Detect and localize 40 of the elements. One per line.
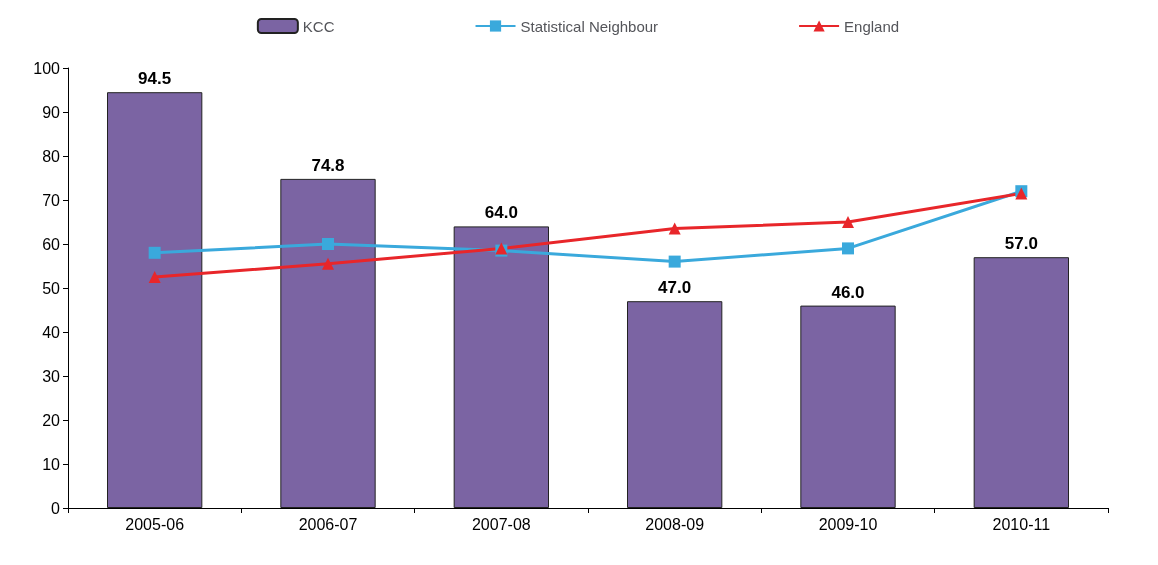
y-tick-label: 30: [42, 367, 61, 385]
y-tick-label: 80: [42, 147, 61, 165]
data-label: 94.5: [138, 69, 172, 89]
x-tick-label: 2007-08: [471, 515, 531, 533]
x-tick-label: 2008-09: [645, 515, 705, 533]
bar: [800, 305, 896, 508]
y-tick-label: 60: [42, 235, 61, 253]
point: [842, 242, 854, 255]
data-label: 64.0: [484, 203, 518, 223]
y-tick-label: 0: [51, 499, 61, 517]
data-label: 57.0: [1004, 234, 1038, 254]
point: [322, 257, 334, 270]
y-tick-label: 20: [42, 411, 61, 429]
y-tick-label: 40: [42, 323, 61, 341]
y-tick-label: 90: [42, 103, 61, 121]
point: [148, 271, 161, 283]
data-label: 74.8: [311, 155, 345, 175]
point: [842, 216, 854, 228]
y-tick-label: 50: [42, 279, 61, 297]
point: [668, 255, 681, 268]
data-label: 47.0: [658, 278, 692, 298]
legend-label: England: [844, 17, 900, 35]
y-tick-label: 10: [42, 455, 61, 473]
legend-label: Statistical Neighbour: [520, 17, 659, 35]
bar: [107, 92, 203, 508]
y-tick-label: 70: [42, 191, 61, 209]
bar: [973, 257, 1069, 508]
bar: [280, 178, 376, 508]
y-tick-label: 100: [33, 59, 61, 77]
bar: [627, 301, 723, 508]
x-tick-label: 2009-10: [818, 515, 878, 533]
bar: [453, 226, 549, 508]
x-tick-label: 2006-07: [298, 515, 358, 533]
point: [668, 222, 681, 235]
x-tick-label: 2010-11: [992, 515, 1051, 533]
legend-label: KCC: [302, 17, 335, 35]
point: [148, 246, 161, 259]
x-tick-label: 2005-06: [125, 515, 185, 533]
data-label: 46.0: [831, 282, 865, 302]
point: [322, 238, 334, 250]
